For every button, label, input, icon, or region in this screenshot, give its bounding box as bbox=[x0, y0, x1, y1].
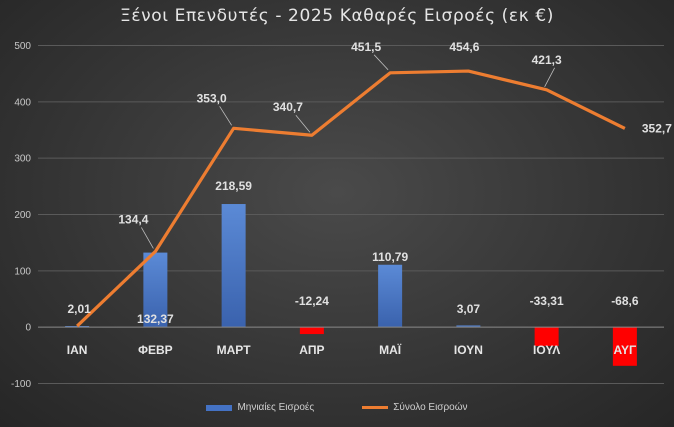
line-data-label: 352,7 bbox=[642, 121, 672, 135]
line-data-label: 451,5 bbox=[351, 40, 381, 54]
line-data-label: 134,4 bbox=[118, 212, 148, 226]
bar-data-label: 2,01 bbox=[67, 302, 91, 316]
x-tick-label: ΙΟΥΛ bbox=[533, 343, 560, 357]
bar-data-label: 218,59 bbox=[215, 179, 252, 193]
x-tick-label: ΙΑΝ bbox=[67, 343, 88, 357]
bar bbox=[299, 327, 324, 335]
bar bbox=[378, 264, 403, 328]
legend-item-total: Σύνολο Εισροών bbox=[362, 402, 468, 413]
x-tick-label: ΜΑΪ bbox=[379, 342, 402, 357]
y-tick-label: 500 bbox=[14, 41, 31, 52]
line-data-label: 353,0 bbox=[197, 91, 227, 105]
chart-title: Ξένοι Επενδυτές - 2025 Καθαρές Εισροές (… bbox=[120, 6, 554, 26]
x-tick-label: ΜΑΡΤ bbox=[217, 343, 252, 357]
legend-label-total: Σύνολο Εισροών bbox=[393, 402, 468, 413]
bar-data-label: 132,37 bbox=[137, 312, 174, 326]
y-tick-label: 0 bbox=[25, 323, 31, 334]
x-tick-label: ΦΕΒΡ bbox=[138, 343, 173, 357]
leader-line bbox=[219, 106, 232, 126]
x-tick-label: ΑΥΓ bbox=[613, 343, 637, 357]
total-line bbox=[76, 69, 626, 328]
y-tick-label: 400 bbox=[14, 97, 31, 108]
bar-data-label: 110,79 bbox=[372, 250, 408, 264]
leader-line bbox=[141, 227, 154, 249]
leader-line bbox=[295, 114, 311, 133]
x-tick-label: ΙΟΥΝ bbox=[454, 343, 483, 357]
bar-data-label: 3,07 bbox=[457, 302, 481, 316]
line-data-label: 421,3 bbox=[532, 53, 562, 67]
legend: Μηνιαίες Εισροές Σύνολο Εισροών bbox=[0, 402, 674, 413]
bar-data-label: -68,6 bbox=[611, 294, 639, 308]
y-tick-label: 300 bbox=[14, 154, 31, 165]
bar bbox=[612, 327, 637, 366]
line-data-label: 340,7 bbox=[273, 100, 303, 114]
bar-data-label: -33,31 bbox=[530, 294, 564, 308]
bar bbox=[143, 252, 168, 328]
bar bbox=[534, 327, 559, 346]
y-tick-label: 100 bbox=[14, 266, 31, 277]
bar bbox=[456, 325, 481, 328]
legend-swatch-total bbox=[362, 406, 389, 409]
x-tick-label: ΑΠΡ bbox=[299, 343, 324, 357]
leader-line bbox=[544, 67, 555, 88]
bar-data-label: -12,24 bbox=[295, 294, 329, 308]
line-data-label: 454,6 bbox=[449, 40, 479, 54]
y-tick-label: 200 bbox=[14, 210, 31, 221]
y-tick-label: -100 bbox=[11, 379, 31, 390]
bar bbox=[221, 204, 246, 328]
leader-line bbox=[373, 54, 389, 71]
legend-item-monthly: Μηνιαίες Εισροές bbox=[206, 402, 314, 413]
legend-label-monthly: Μηνιαίες Εισροές bbox=[237, 402, 315, 413]
legend-swatch-monthly bbox=[206, 404, 233, 411]
